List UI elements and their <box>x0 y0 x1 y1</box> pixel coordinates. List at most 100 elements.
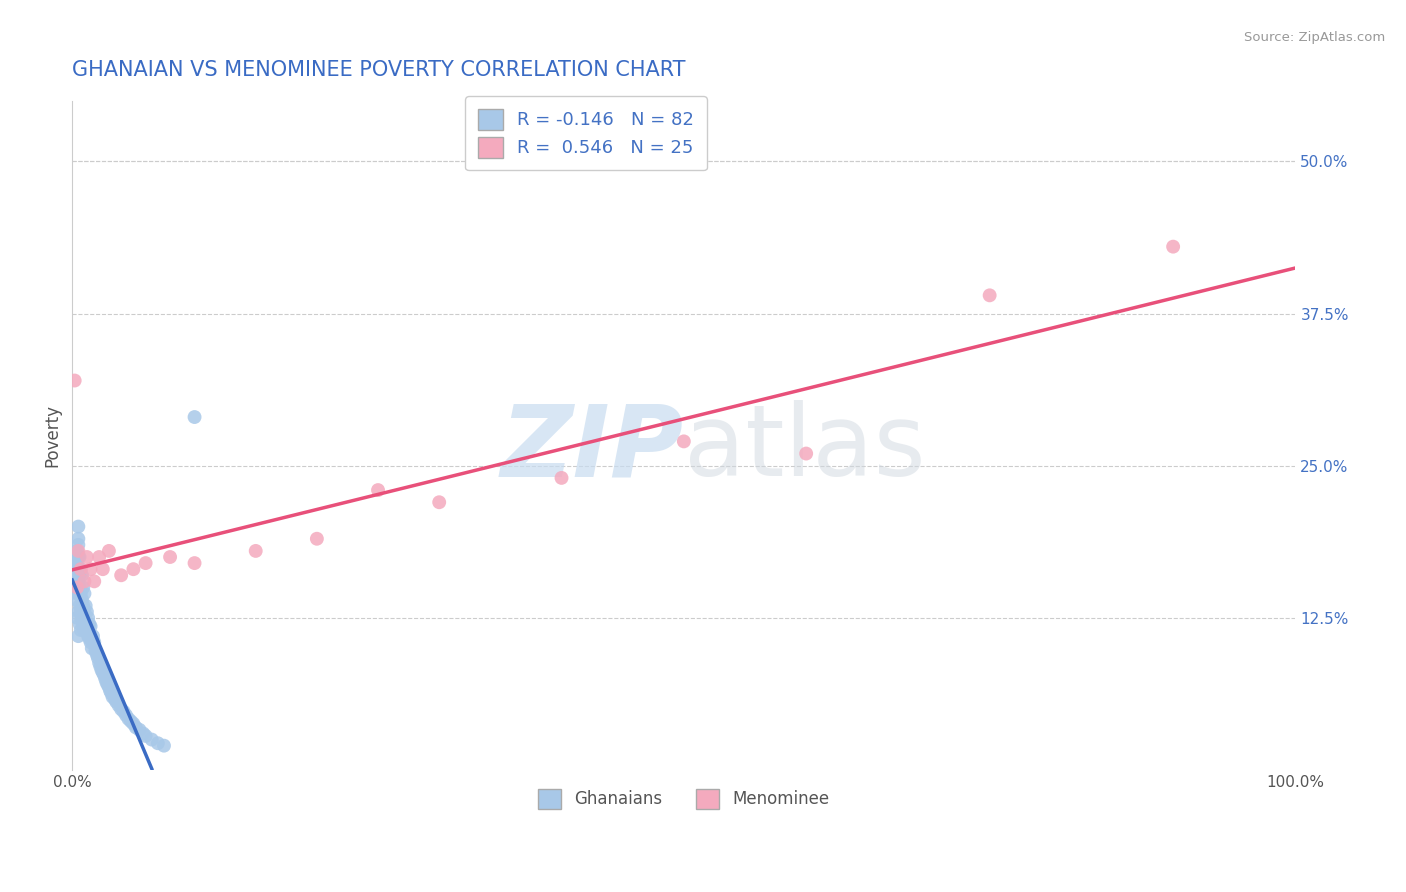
Point <box>112 705 135 719</box>
Point <box>84 644 107 658</box>
Point <box>72 599 94 613</box>
Point <box>132 726 155 740</box>
Point <box>135 729 157 743</box>
Point <box>141 732 163 747</box>
Point <box>153 739 176 753</box>
Point <box>65 556 87 570</box>
Point <box>67 562 90 576</box>
Point <box>97 544 120 558</box>
Text: GHANAIAN VS MENOMINEE POVERTY CORRELATION CHART: GHANAIAN VS MENOMINEE POVERTY CORRELATIO… <box>72 60 686 79</box>
Point <box>79 632 101 646</box>
Point <box>82 629 104 643</box>
Point <box>427 495 450 509</box>
Point <box>89 659 111 673</box>
Point <box>87 651 110 665</box>
Point <box>97 680 120 694</box>
Point <box>979 288 1001 302</box>
Point <box>69 623 91 637</box>
Point <box>63 581 86 595</box>
Point <box>367 483 389 497</box>
Point <box>69 581 91 595</box>
Point <box>62 562 84 576</box>
Point <box>128 723 150 737</box>
Point <box>77 611 100 625</box>
Point <box>63 374 86 388</box>
Point <box>67 586 90 600</box>
Point <box>79 616 101 631</box>
Point <box>117 712 139 726</box>
Point <box>90 663 112 677</box>
Point <box>67 519 90 533</box>
Point <box>96 675 118 690</box>
Point <box>73 574 96 589</box>
Point <box>83 635 105 649</box>
Point <box>76 549 98 564</box>
Point <box>104 692 127 706</box>
Point <box>107 698 129 713</box>
Point <box>72 581 94 595</box>
Point <box>110 702 132 716</box>
Point <box>159 549 181 564</box>
Point <box>63 549 86 564</box>
Point <box>72 616 94 631</box>
Point <box>1161 240 1184 254</box>
Point <box>93 668 115 682</box>
Point <box>79 562 101 576</box>
Point <box>75 616 97 631</box>
Point <box>91 562 114 576</box>
Point <box>69 568 91 582</box>
Point <box>69 562 91 576</box>
Text: Source: ZipAtlas.com: Source: ZipAtlas.com <box>1244 31 1385 45</box>
Point <box>305 532 328 546</box>
Point <box>100 686 122 700</box>
Point <box>101 690 124 704</box>
Point <box>67 605 90 619</box>
Point <box>105 695 128 709</box>
Point <box>183 556 205 570</box>
Point <box>66 544 89 558</box>
Point <box>67 629 90 643</box>
Point <box>67 544 90 558</box>
Point <box>70 592 93 607</box>
Point <box>65 592 87 607</box>
Point <box>66 611 89 625</box>
Point <box>83 574 105 589</box>
Point <box>66 586 89 600</box>
Point <box>80 641 103 656</box>
Point <box>135 556 157 570</box>
Point <box>125 720 148 734</box>
Point <box>89 656 111 670</box>
Point <box>146 736 169 750</box>
Point <box>183 410 205 425</box>
Point <box>122 716 145 731</box>
Point <box>79 635 101 649</box>
Y-axis label: Poverty: Poverty <box>44 404 60 467</box>
Point <box>97 678 120 692</box>
Point <box>245 544 267 558</box>
Point <box>110 568 132 582</box>
Point <box>550 471 572 485</box>
Point <box>94 672 117 686</box>
Point <box>70 568 93 582</box>
Point <box>77 629 100 643</box>
Point <box>98 684 121 698</box>
Text: ZIP: ZIP <box>501 401 683 497</box>
Legend: Ghanaians, Menominee: Ghanaians, Menominee <box>524 776 844 822</box>
Point <box>115 708 138 723</box>
Point <box>89 549 111 564</box>
Point <box>70 611 93 625</box>
Point <box>76 623 98 637</box>
Point <box>79 619 101 633</box>
Point <box>69 605 91 619</box>
Point <box>76 605 98 619</box>
Text: atlas: atlas <box>683 401 925 497</box>
Point <box>69 562 91 576</box>
Point <box>672 434 695 449</box>
Point <box>67 549 90 564</box>
Point <box>67 574 90 589</box>
Point <box>69 599 91 613</box>
Point <box>86 648 108 662</box>
Point <box>69 586 91 600</box>
Point <box>794 446 817 460</box>
Point <box>120 714 142 729</box>
